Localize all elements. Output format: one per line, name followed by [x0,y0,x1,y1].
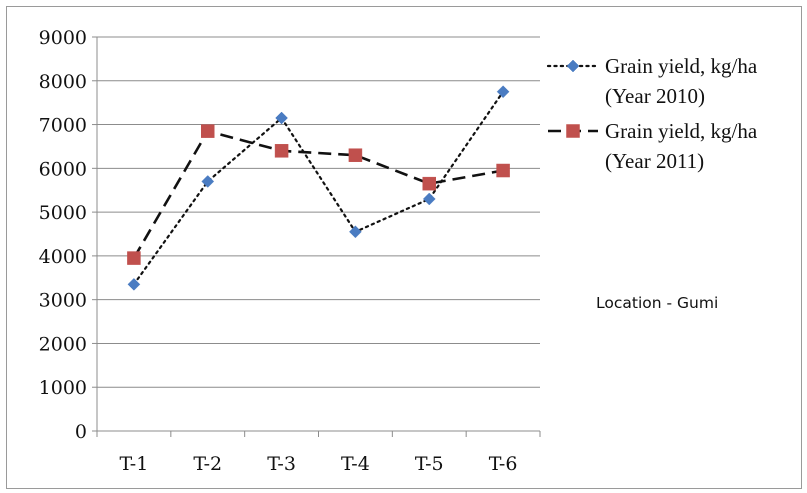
series-lines [132,90,505,286]
x-tick-label: T-2 [193,453,222,475]
series-2-point [348,148,363,162]
x-tick-label: T-6 [489,453,518,475]
x-tick-labels: T-1 T-2 T-3 T-4 T-5 T-6 [120,453,518,475]
y-tick-label: 8000 [39,71,87,93]
gridlines [97,36,540,388]
x-tick-label: T-5 [415,453,444,475]
legend-label-line2: (Year 2011) [605,149,704,173]
legend-marker-1 [566,59,580,73]
series-markers [127,85,510,291]
location-annotation: Location - Gumi [596,294,719,312]
legend-label-line1: Grain yield, kg/ha [605,119,758,143]
series-1-point [275,111,288,125]
legend-marker-2 [566,124,580,138]
series-1-point [422,192,436,206]
series-1-point [349,225,362,239]
y-tick-labels: 0 1000 2000 3000 4000 5000 6000 7000 8000 9000 [39,27,87,443]
series-1-point [496,85,510,99]
y-tick-label: 6000 [39,158,87,180]
series-2-point [422,176,436,191]
y-tick-label: 3000 [39,290,87,312]
series-2-point [274,144,289,158]
series-2-point [201,124,215,138]
x-tick-label: T-1 [120,453,149,475]
series-2-point [127,251,141,265]
legend-label-line1: Grain yield, kg/ha [605,54,758,78]
legend: Grain yield, kg/ha (Year 2010) Grain yield… [546,54,758,173]
y-tick-label: 9000 [39,27,87,49]
x-tick-label: T-3 [267,453,296,475]
series-1-point [127,277,141,291]
series-2-point [496,163,510,178]
legend-label-line2: (Year 2010) [605,84,705,108]
series-1-point [201,175,215,188]
y-tick-label: 7000 [39,115,87,137]
y-tick-label: 2000 [39,333,87,355]
y-tick-label: 1000 [39,377,87,399]
y-tick-label: 5000 [39,202,87,224]
axes [92,36,541,437]
series-line-2 [132,129,504,259]
x-tick-label: T-4 [341,453,370,475]
y-tick-label: 4000 [39,246,87,268]
y-tick-label: 0 [75,421,87,443]
